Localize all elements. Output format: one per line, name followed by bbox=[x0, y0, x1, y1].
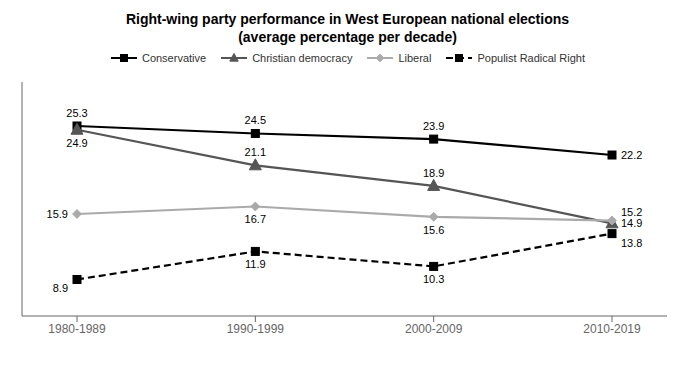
svg-text:14.9: 14.9 bbox=[621, 217, 642, 229]
svg-text:21.1: 21.1 bbox=[245, 146, 266, 158]
svg-text:25.3: 25.3 bbox=[66, 107, 87, 119]
svg-text:15.6: 15.6 bbox=[423, 224, 444, 236]
svg-text:11.9: 11.9 bbox=[245, 258, 266, 270]
svg-text:22.2: 22.2 bbox=[621, 149, 642, 161]
svg-text:15.9: 15.9 bbox=[47, 208, 68, 220]
svg-text:24.5: 24.5 bbox=[245, 114, 266, 126]
svg-text:8.9: 8.9 bbox=[53, 282, 68, 294]
svg-text:23.9: 23.9 bbox=[423, 120, 444, 132]
svg-text:13.8: 13.8 bbox=[621, 237, 642, 249]
svg-text:1980-1989: 1980-1989 bbox=[48, 322, 106, 336]
svg-text:2010-2019: 2010-2019 bbox=[583, 322, 641, 336]
svg-text:24.9: 24.9 bbox=[66, 137, 87, 149]
svg-text:1990-1999: 1990-1999 bbox=[227, 322, 285, 336]
svg-text:18.9: 18.9 bbox=[423, 167, 444, 179]
html-text:(average percentage per decade: (average percentage per decade) bbox=[238, 29, 457, 45]
svg-text:16.7: 16.7 bbox=[245, 213, 266, 225]
html-text:Populist Radical Right: Populist Radical Right bbox=[477, 52, 586, 64]
html-text:Liberal: Liberal bbox=[398, 52, 432, 64]
html-text:Right-wing party performance i: Right-wing party performance in West Eur… bbox=[125, 11, 570, 27]
html-text:Christian democracy: Christian democracy bbox=[252, 52, 353, 64]
html-text:Conservative: Conservative bbox=[141, 52, 207, 64]
svg-text:15.2: 15.2 bbox=[621, 206, 642, 218]
svg-text:10.3: 10.3 bbox=[423, 273, 444, 285]
svg-text:2000-2009: 2000-2009 bbox=[405, 322, 463, 336]
